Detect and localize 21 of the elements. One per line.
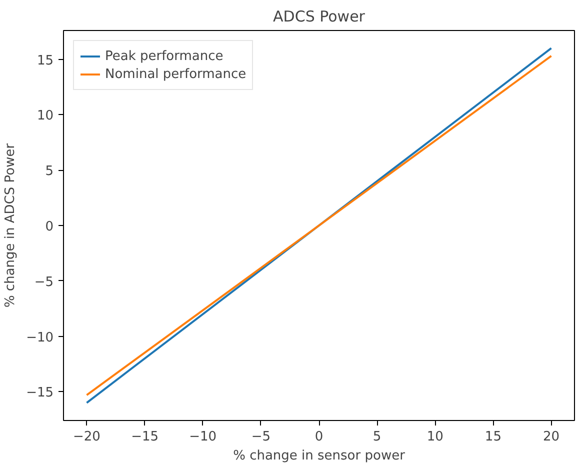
x-tick-label: −15 bbox=[131, 430, 159, 444]
legend-label: Nominal performance bbox=[105, 66, 246, 83]
chart-title: ADCS Power bbox=[273, 8, 366, 26]
x-axis-title: % change in sensor power bbox=[233, 448, 406, 464]
x-tick-label: 15 bbox=[484, 430, 502, 444]
x-tick-label: −5 bbox=[251, 430, 271, 444]
y-tick-label: −15 bbox=[26, 386, 54, 401]
x-tick-label: −20 bbox=[73, 430, 100, 444]
y-tick-label: 0 bbox=[45, 220, 54, 234]
y-tick-label: 15 bbox=[36, 53, 54, 68]
y-tick-label: 10 bbox=[36, 108, 54, 124]
y-tick-label: 5 bbox=[45, 164, 54, 180]
y-tick-label: −5 bbox=[34, 274, 54, 290]
y-tick-label: −10 bbox=[26, 330, 54, 346]
x-tick-label: −10 bbox=[189, 430, 217, 444]
y-axis-title: % change in ADCS Power bbox=[3, 142, 18, 308]
legend-label: Peak performance bbox=[105, 48, 224, 65]
x-tick-label: 10 bbox=[426, 430, 444, 444]
x-tick-label: 5 bbox=[372, 430, 382, 444]
x-tick-label: 20 bbox=[543, 430, 560, 444]
x-tick-label: 0 bbox=[314, 430, 324, 444]
